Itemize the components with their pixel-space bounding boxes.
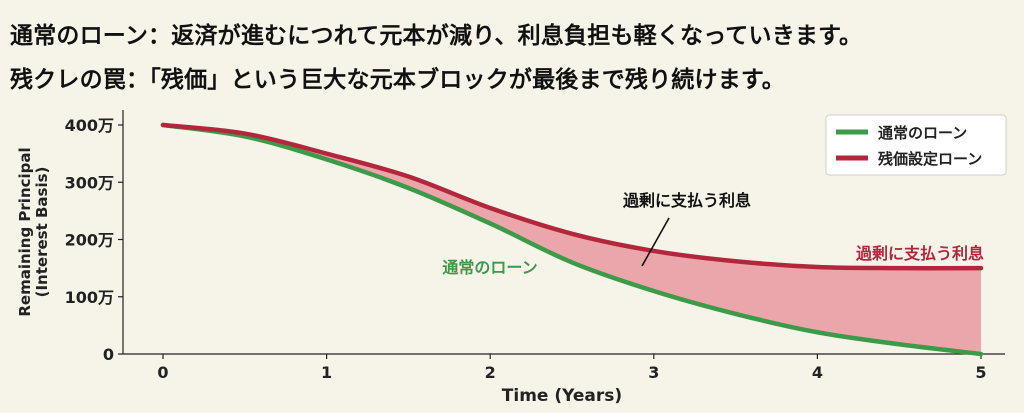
x-tick-label: 0	[157, 363, 168, 382]
y-tick-label: 200万	[65, 231, 114, 250]
x-tick-label: 3	[648, 363, 659, 382]
excess-interest-right-annotation: 過剰に支払う利息	[855, 244, 984, 263]
excess-interest-area	[163, 125, 981, 354]
y-tick-label: 300万	[65, 173, 114, 192]
x-tick-label: 5	[975, 363, 986, 382]
legend-label: 通常のローン	[878, 124, 967, 142]
x-axis-label: Time (Years)	[502, 386, 622, 406]
y-axis-label-line: Remaining Principal	[16, 147, 34, 316]
y-axis-label: Remaining Principal(Interest Basis)	[16, 147, 51, 316]
x-tick-label: 1	[321, 363, 332, 382]
legend-label: 残価設定ローン	[878, 150, 982, 168]
y-tick-label: 400万	[65, 116, 114, 135]
annotation-pointer-line	[641, 217, 670, 267]
y-tick-label: 0	[103, 345, 114, 364]
y-axis-label-line: (Interest Basis)	[33, 167, 51, 298]
headline-normal-loan: 通常のローン：返済が進むにつれて元本が減り、利息負担も軽くなっていきます。	[10, 23, 863, 49]
legend-box	[825, 114, 1007, 176]
normal-loan-annotation: 通常のローン	[442, 258, 537, 277]
residual-loan-line	[160, 122, 984, 271]
normal-loan-line	[160, 122, 984, 357]
x-tick-label: 2	[485, 363, 496, 382]
y-tick-label: 100万	[65, 288, 114, 307]
headline-residual-trap: 残クレの罠：「残価」という巨大な元本ブロックが最後まで残り続けます。	[10, 67, 785, 93]
x-tick-label: 4	[812, 363, 823, 382]
excess-interest-annotation: 過剰に支払う利息	[622, 191, 751, 210]
